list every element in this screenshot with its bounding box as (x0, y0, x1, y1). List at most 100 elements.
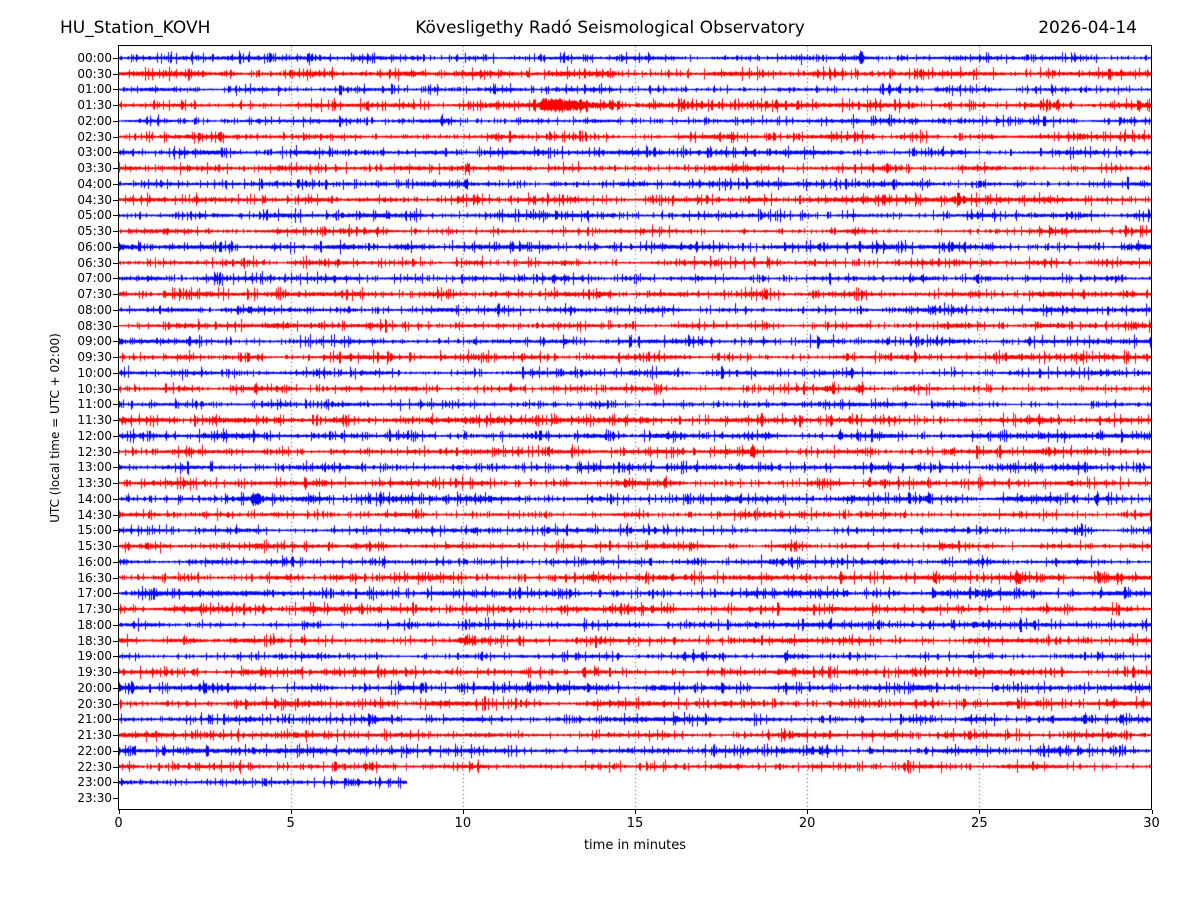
plot-area (118, 45, 1152, 810)
y-tick-label: 04:00 (77, 176, 112, 191)
y-tick-label: 05:30 (77, 224, 112, 239)
y-tick-mark (113, 625, 118, 626)
x-tick-mark (635, 810, 636, 814)
y-tick-mark (113, 452, 118, 453)
y-tick-mark (113, 310, 118, 311)
y-tick-label: 16:30 (77, 570, 112, 585)
y-tick-mark (113, 436, 118, 437)
y-tick-mark (113, 247, 118, 248)
y-tick-label: 03:00 (77, 145, 112, 160)
y-tick-mark (113, 137, 118, 138)
y-tick-mark (113, 231, 118, 232)
y-axis-title: UTC (local time = UTC + 02:00) (48, 333, 62, 523)
y-tick-label: 14:30 (77, 507, 112, 522)
y-tick-mark (113, 184, 118, 185)
y-tick-mark (113, 341, 118, 342)
y-tick-label: 02:00 (77, 113, 112, 128)
y-tick-label: 07:00 (77, 271, 112, 286)
x-tick-label: 0 (114, 816, 123, 831)
y-tick-label: 10:00 (77, 365, 112, 380)
y-tick-mark (113, 326, 118, 327)
x-tick-label: 5 (286, 816, 295, 831)
y-tick-mark (113, 263, 118, 264)
x-tick-label: 25 (971, 816, 988, 831)
y-tick-label: 14:00 (77, 491, 112, 506)
y-tick-mark (113, 168, 118, 169)
y-tick-label: 08:30 (77, 318, 112, 333)
y-tick-mark (113, 389, 118, 390)
x-tick-label: 10 (454, 816, 472, 831)
y-tick-label: 09:30 (77, 350, 112, 365)
y-tick-mark (113, 656, 118, 657)
y-tick-label: 19:30 (77, 665, 112, 680)
y-tick-mark (113, 89, 118, 90)
x-tick-mark (463, 810, 464, 814)
y-tick-label: 00:30 (77, 66, 112, 81)
y-tick-label: 12:00 (77, 428, 112, 443)
y-tick-mark (113, 152, 118, 153)
y-tick-mark (113, 373, 118, 374)
y-tick-label: 21:30 (77, 728, 112, 743)
y-tick-label: 13:30 (77, 476, 112, 491)
y-tick-label: 04:30 (77, 192, 112, 207)
x-tick-mark (1152, 810, 1153, 814)
y-tick-label: 22:30 (77, 759, 112, 774)
y-tick-mark (113, 767, 118, 768)
y-tick-label: 06:00 (77, 239, 112, 254)
y-tick-mark (113, 515, 118, 516)
y-tick-mark (113, 357, 118, 358)
y-tick-label: 08:00 (77, 302, 112, 317)
y-tick-label: 02:30 (77, 129, 112, 144)
y-tick-mark (113, 798, 118, 799)
y-tick-mark (113, 278, 118, 279)
y-tick-mark (113, 215, 118, 216)
y-tick-label: 15:00 (77, 523, 112, 538)
y-tick-mark (113, 121, 118, 122)
y-tick-label: 06:30 (77, 255, 112, 270)
y-tick-mark (113, 467, 118, 468)
y-tick-mark (113, 641, 118, 642)
y-tick-label: 10:30 (77, 381, 112, 396)
y-tick-label: 23:30 (77, 791, 112, 805)
y-tick-label: 07:30 (77, 287, 112, 302)
x-tick-label: 30 (1143, 816, 1160, 831)
y-tick-label: 05:00 (77, 208, 112, 223)
station-label: HU_Station_KOVH (60, 18, 211, 38)
x-tick-label: 15 (626, 816, 644, 831)
y-tick-mark (113, 578, 118, 579)
y-tick-label: 09:00 (77, 334, 112, 349)
y-tick-label: 15:30 (77, 539, 112, 554)
y-tick-mark (113, 420, 118, 421)
y-tick-mark (113, 499, 118, 500)
y-tick-label: 18:00 (77, 617, 112, 632)
y-tick-mark (113, 688, 118, 689)
y-tick-mark (113, 562, 118, 563)
date-label: 2026-04-14 (1038, 18, 1137, 38)
y-tick-mark (113, 200, 118, 201)
y-tick-label: 00:00 (77, 51, 112, 65)
y-tick-label: 01:00 (77, 82, 112, 97)
y-tick-label: 03:30 (77, 161, 112, 176)
y-tick-mark (113, 74, 118, 75)
y-tick-mark (113, 609, 118, 610)
y-tick-label: 22:00 (77, 743, 112, 758)
y-tick-mark (113, 704, 118, 705)
x-tick-label: 20 (798, 816, 816, 831)
y-tick-mark (113, 105, 118, 106)
x-tick-mark (291, 810, 292, 814)
y-tick-label: 13:00 (77, 460, 112, 475)
page-title: Kövesligethy Radó Seismological Observat… (415, 18, 805, 38)
x-tick-mark (979, 810, 980, 814)
y-tick-label: 11:00 (77, 397, 112, 412)
seismogram-canvas (119, 46, 1151, 809)
y-tick-label: 17:00 (77, 586, 112, 601)
y-tick-label: 16:00 (77, 554, 112, 569)
y-tick-mark (113, 751, 118, 752)
y-tick-mark (113, 294, 118, 295)
y-tick-mark (113, 58, 118, 59)
y-tick-label: 17:30 (77, 602, 112, 617)
y-tick-label: 21:00 (77, 712, 112, 727)
y-tick-label: 23:00 (77, 775, 112, 790)
y-tick-mark (113, 782, 118, 783)
